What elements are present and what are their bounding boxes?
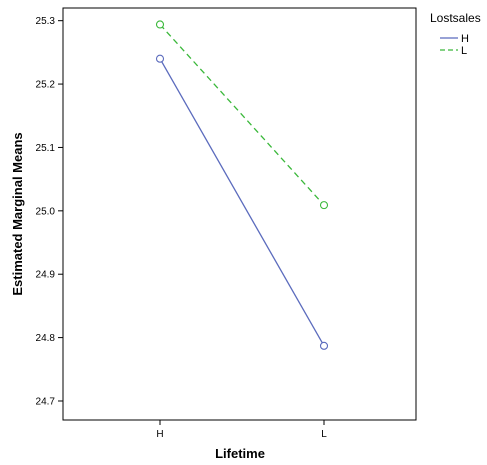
data-point-h-h bbox=[155, 54, 165, 63]
x-tick-label: L bbox=[321, 429, 327, 440]
series-line-l bbox=[159, 24, 325, 206]
data-point-h-l bbox=[319, 341, 329, 350]
y-tick-label: 25.3 bbox=[36, 16, 56, 27]
y-tick-label: 25.1 bbox=[36, 143, 56, 154]
data-point-l-h bbox=[155, 20, 165, 29]
x-tick-label: H bbox=[156, 429, 163, 440]
legend-label-h: H bbox=[461, 33, 469, 45]
y-axis-ticks: 24.7 24.8 24.9 25.0 25.1 25.2 25.3 bbox=[36, 16, 63, 407]
y-tick-label: 24.9 bbox=[36, 270, 56, 281]
legend-label-l: L bbox=[461, 45, 467, 57]
x-axis-title: Lifetime bbox=[215, 446, 265, 461]
y-tick-label: 25.0 bbox=[36, 206, 56, 217]
y-axis-title: Estimated Marginal Means bbox=[10, 132, 25, 295]
legend-items: HL bbox=[440, 33, 469, 57]
data-point-l-l bbox=[319, 201, 329, 210]
y-tick-label: 25.2 bbox=[36, 80, 56, 91]
legend-title: Lostsales bbox=[430, 11, 481, 25]
plot-frame bbox=[62, 7, 417, 421]
series-line-h bbox=[159, 58, 325, 347]
series-layer bbox=[155, 20, 329, 350]
y-tick-label: 24.7 bbox=[36, 396, 56, 407]
y-tick-label: 24.8 bbox=[36, 333, 56, 344]
legend: Lostsales HL bbox=[430, 11, 481, 57]
